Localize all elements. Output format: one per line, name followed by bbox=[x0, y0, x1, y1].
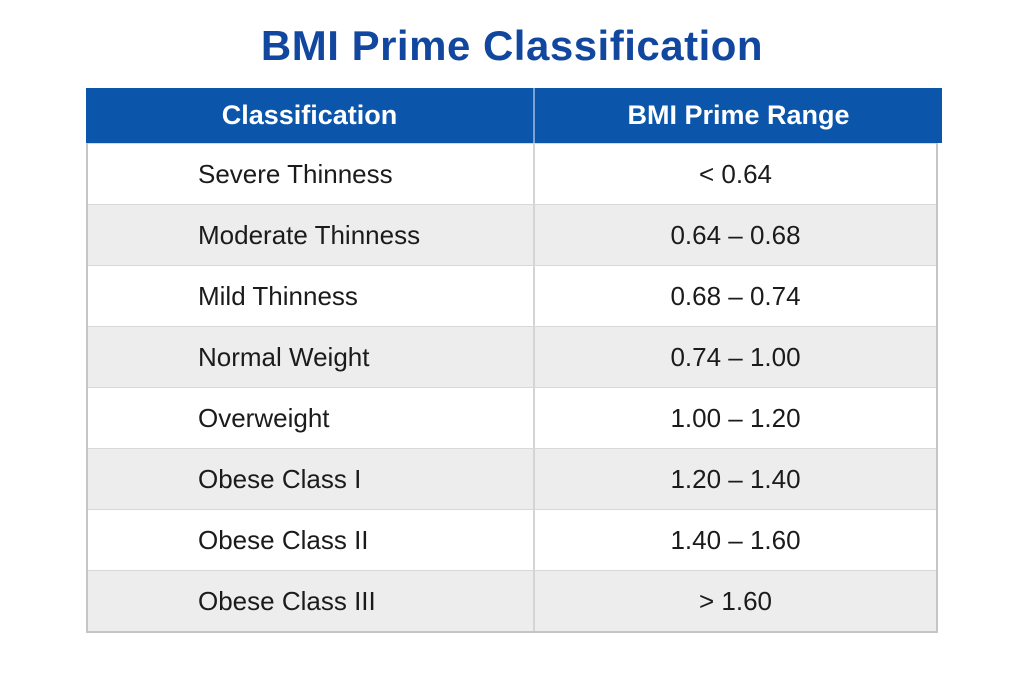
range-cell: 0.68 – 0.74 bbox=[670, 280, 801, 311]
classification-cell: Obese Class III bbox=[88, 571, 535, 631]
table-row: Mild Thinness 0.68 – 0.74 bbox=[88, 265, 936, 326]
table-row: Severe Thinness < 0.64 bbox=[88, 143, 936, 204]
column-header-classification: Classification bbox=[86, 88, 535, 143]
table-header-row: Classification BMI Prime Range bbox=[86, 88, 942, 143]
table-row: Obese Class III > 1.60 bbox=[88, 570, 936, 631]
bmi-prime-table: Classification BMI Prime Range Severe Th… bbox=[86, 88, 942, 633]
range-cell: 1.00 – 1.20 bbox=[670, 402, 801, 433]
table-row: Obese Class II 1.40 – 1.60 bbox=[88, 509, 936, 570]
range-cell: > 1.60 bbox=[698, 585, 772, 616]
page-title: BMI Prime Classification bbox=[260, 22, 764, 69]
classification-cell: Obese Class I bbox=[88, 449, 535, 509]
range-cell: 0.74 – 1.00 bbox=[670, 341, 801, 372]
table-row: Obese Class I 1.20 – 1.40 bbox=[88, 448, 936, 509]
table-row: Moderate Thinness 0.64 – 0.68 bbox=[88, 204, 936, 265]
table-row: Normal Weight 0.74 – 1.00 bbox=[88, 326, 936, 387]
range-cell: 1.40 – 1.60 bbox=[670, 524, 801, 555]
classification-cell: Moderate Thinness bbox=[88, 205, 535, 265]
range-cell: < 0.64 bbox=[698, 158, 772, 189]
classification-cell: Mild Thinness bbox=[88, 266, 535, 326]
classification-cell: Obese Class II bbox=[88, 510, 535, 570]
column-header-bmi-prime-range: BMI Prime Range bbox=[627, 100, 850, 130]
classification-cell: Severe Thinness bbox=[88, 144, 535, 204]
range-cell: 0.64 – 0.68 bbox=[670, 219, 801, 250]
table-row: Overweight 1.00 – 1.20 bbox=[88, 387, 936, 448]
range-cell: 1.20 – 1.40 bbox=[670, 463, 801, 494]
classification-cell: Overweight bbox=[88, 388, 535, 448]
classification-cell: Normal Weight bbox=[88, 327, 535, 387]
